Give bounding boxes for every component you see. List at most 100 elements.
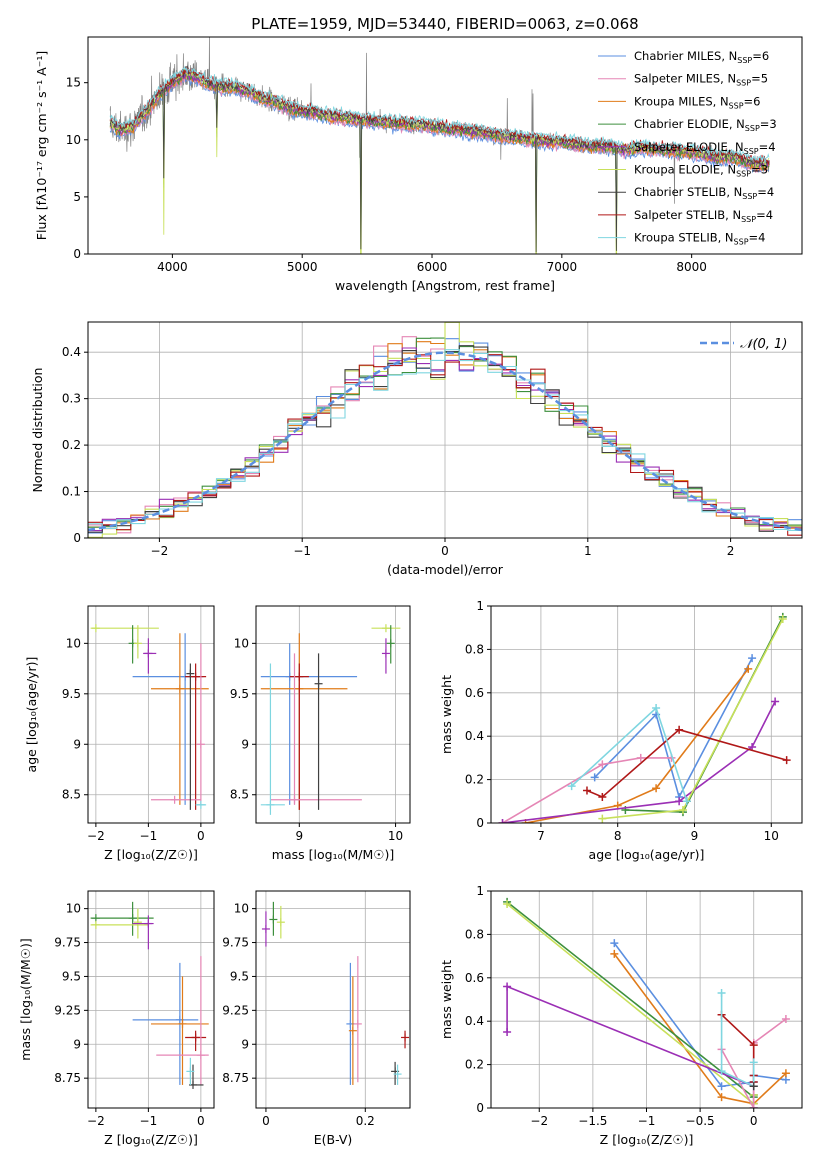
- figure-title: PLATE=1959, MJD=53440, FIBERID=0063, z=0…: [251, 15, 638, 33]
- errorbar-point: [128, 901, 137, 936]
- residual-histogram-salpeter_stelib: [88, 354, 802, 536]
- x-tick-label: 9: [691, 829, 699, 843]
- x-tick-label: 0: [262, 1114, 270, 1128]
- panel-mass_vs_Z: −2 −1 0 8.75 9 9.25 9.5 9.75 10 Z [log₁₀(Z/Z☉)] ma…: [18, 890, 215, 1147]
- series-line-8: [571, 706, 688, 802]
- plot-area: [503, 897, 790, 1108]
- series-marker: [749, 1082, 758, 1091]
- series-line-3: [506, 903, 755, 1106]
- series-line-1: [613, 953, 787, 1105]
- series-marker: [749, 1041, 758, 1050]
- series-marker: [610, 939, 619, 948]
- y-tick-label: 9.25: [222, 1003, 249, 1017]
- y-tick-label: 8.75: [54, 1071, 81, 1085]
- x-tick-label: 8: [614, 829, 622, 843]
- y-tick-label: 9.25: [54, 1003, 81, 1017]
- y-tick-label: 9: [73, 1037, 81, 1051]
- legend-entry: Kroupa STELIB, NSSP=4: [634, 231, 765, 247]
- panel-residuals: −2 −1 0 1 2 0 0.1 0.2 0.3 0.4 (data-model)/error No…: [30, 321, 803, 577]
- series-marker: [682, 797, 691, 806]
- y-tick-label: 9.5: [62, 969, 81, 983]
- residual-histogram-kroupa_stelib: [88, 349, 802, 531]
- errorbar-point: [371, 624, 401, 633]
- series-line-5: [602, 618, 784, 820]
- errorbar-point: [289, 663, 309, 810]
- series-marker: [717, 1082, 726, 1091]
- errorbar-point: [90, 920, 149, 929]
- y-axis-label: mass weight: [439, 960, 454, 1039]
- legend-entry: Salpeter STELIB, NSSP=4: [634, 208, 773, 224]
- errorbar-point: [195, 800, 207, 809]
- errorbar-point: [260, 643, 358, 805]
- errorbar-point: [393, 1064, 402, 1085]
- axes-frame: [255, 605, 411, 824]
- series-marker: [717, 1067, 726, 1076]
- plot-area: [88, 322, 802, 538]
- y-tick-label: 8.5: [62, 788, 81, 802]
- errorbar-point: [196, 643, 205, 805]
- x-tick-label: 0: [750, 1114, 758, 1128]
- plot-area: [498, 612, 791, 823]
- y-tick-label: 0.4: [465, 729, 484, 743]
- x-tick-label: −2: [151, 544, 169, 558]
- errorbar-point: [133, 625, 142, 659]
- errorbar-point: [185, 663, 207, 810]
- x-axis-label: Z [log₁₀(Z/Z☉)]: [104, 1132, 198, 1147]
- errorbar-point: [132, 915, 154, 950]
- series-marker: [782, 756, 791, 765]
- y-tick-label: 10: [66, 636, 81, 650]
- series-marker: [678, 805, 687, 814]
- y-axis-label: mass weight: [439, 675, 454, 754]
- errorbar-point: [386, 625, 395, 664]
- errorbar-point: [276, 905, 285, 939]
- legend-entry: Chabrier ELODIE, NSSP=3: [634, 117, 777, 133]
- plot-area: [261, 901, 410, 1085]
- series-marker: [675, 725, 684, 734]
- model-spectrum-line-4: [110, 70, 770, 170]
- y-tick-label: 9: [73, 737, 81, 751]
- errorbar-point: [186, 663, 195, 810]
- y-tick-label: 0: [476, 816, 484, 830]
- y-tick-label: 0.3: [62, 392, 81, 406]
- x-tick-label: −2: [530, 1114, 548, 1128]
- y-tick-label: 8.75: [222, 1071, 249, 1085]
- legend-entry: Chabrier STELIB, NSSP=4: [634, 185, 774, 201]
- series-marker: [582, 786, 591, 795]
- y-axis-label: age [log₁₀(age/yr)]: [24, 657, 39, 773]
- series-marker: [610, 949, 619, 958]
- axes-frame: [87, 605, 215, 824]
- legend-entry: Salpeter ELODIE, NSSP=4: [634, 140, 776, 156]
- errorbar-point: [261, 911, 270, 947]
- series-marker: [781, 1015, 790, 1024]
- series-line-2: [506, 901, 755, 1099]
- errorbar-point: [270, 653, 362, 805]
- y-tick-label: 0: [73, 247, 81, 261]
- x-tick-label: −1: [638, 1114, 656, 1128]
- x-tick-label: 0: [197, 1114, 205, 1128]
- series-marker: [503, 1028, 512, 1037]
- legend-entry: Chabrier MILES, NSSP=6: [634, 49, 769, 65]
- x-tick-label: 0: [197, 829, 205, 843]
- spectrum-legend: Chabrier MILES, NSSP=6 Salpeter MILES, NS…: [598, 49, 777, 247]
- x-tick-label: −1: [140, 1114, 158, 1128]
- series-line-7: [586, 728, 787, 798]
- series-line-0: [594, 657, 753, 800]
- x-axis-label: age [log₁₀(age/yr)]: [589, 847, 705, 862]
- series-marker: [590, 773, 599, 782]
- errorbar-point: [132, 633, 204, 805]
- panel-age_vs_Z: −2 −1 0 8.5 9 9.5 10 Z [log₁₀(Z/Z☉)] age [log₁₀(…: [24, 605, 215, 862]
- x-tick-label: −1: [140, 829, 158, 843]
- series-marker: [749, 1104, 758, 1108]
- y-tick-label: 9.75: [222, 936, 249, 950]
- y-tick-label: 10: [234, 636, 249, 650]
- x-tick-label: −1.5: [578, 1114, 607, 1128]
- x-tick-label: −2: [87, 1114, 105, 1128]
- plot-area: [260, 624, 401, 815]
- y-tick-label: 15: [66, 76, 81, 90]
- x-axis-label: Z [log₁₀(Z/Z☉)]: [600, 1132, 694, 1147]
- y-tick-label: 8.5: [230, 788, 249, 802]
- normal-legend-label: 𝒩(0, 1): [740, 337, 787, 352]
- model-spectrum-line-5: [109, 69, 770, 254]
